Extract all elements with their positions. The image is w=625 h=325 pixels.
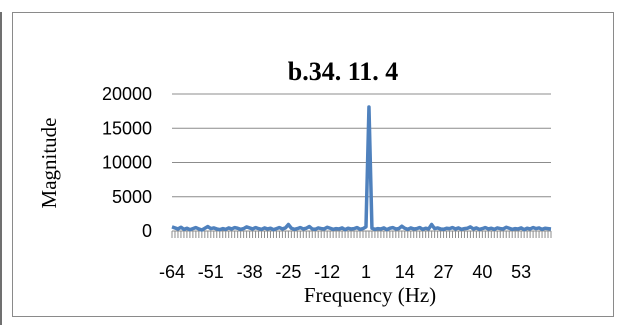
y-axis-ticks: 0 5000 10000 15000 20000 xyxy=(102,84,152,241)
y-tick-label-4: 20000 xyxy=(102,84,152,104)
x-tick-label-8: 40 xyxy=(472,262,492,282)
x-tick-label-7: 27 xyxy=(434,262,454,282)
x-tick-label-0: -64 xyxy=(159,262,185,282)
x-tick-label-6: 14 xyxy=(395,262,415,282)
y-tick-label-1: 5000 xyxy=(112,187,152,207)
gridlines xyxy=(172,93,551,198)
x-axis-label: Frequency (Hz) xyxy=(304,283,436,307)
x-axis xyxy=(171,230,552,238)
left-border xyxy=(0,12,2,325)
x-tick-label-3: -25 xyxy=(275,262,301,282)
x-tick-label-9: 53 xyxy=(511,262,531,282)
series-group xyxy=(171,105,552,232)
x-tick-label-2: -38 xyxy=(237,262,263,282)
y-axis-label: Magnitude xyxy=(37,118,61,209)
x-tick-label-1: -51 xyxy=(198,262,224,282)
chart-title: b.34. 11. 4 xyxy=(288,57,399,86)
y-tick-label-0: 0 xyxy=(142,221,152,241)
magnitude-series-line xyxy=(171,105,552,232)
x-tick-label-4: -12 xyxy=(314,262,340,282)
y-tick-label-3: 15000 xyxy=(102,118,152,138)
y-tick-label-2: 10000 xyxy=(102,153,152,173)
x-tick-label-5: 1 xyxy=(361,262,371,282)
x-axis-tick-labels: -64 -51 -38 -25 -12 1 14 27 40 53 xyxy=(159,262,531,282)
chart-frame xyxy=(12,12,614,317)
